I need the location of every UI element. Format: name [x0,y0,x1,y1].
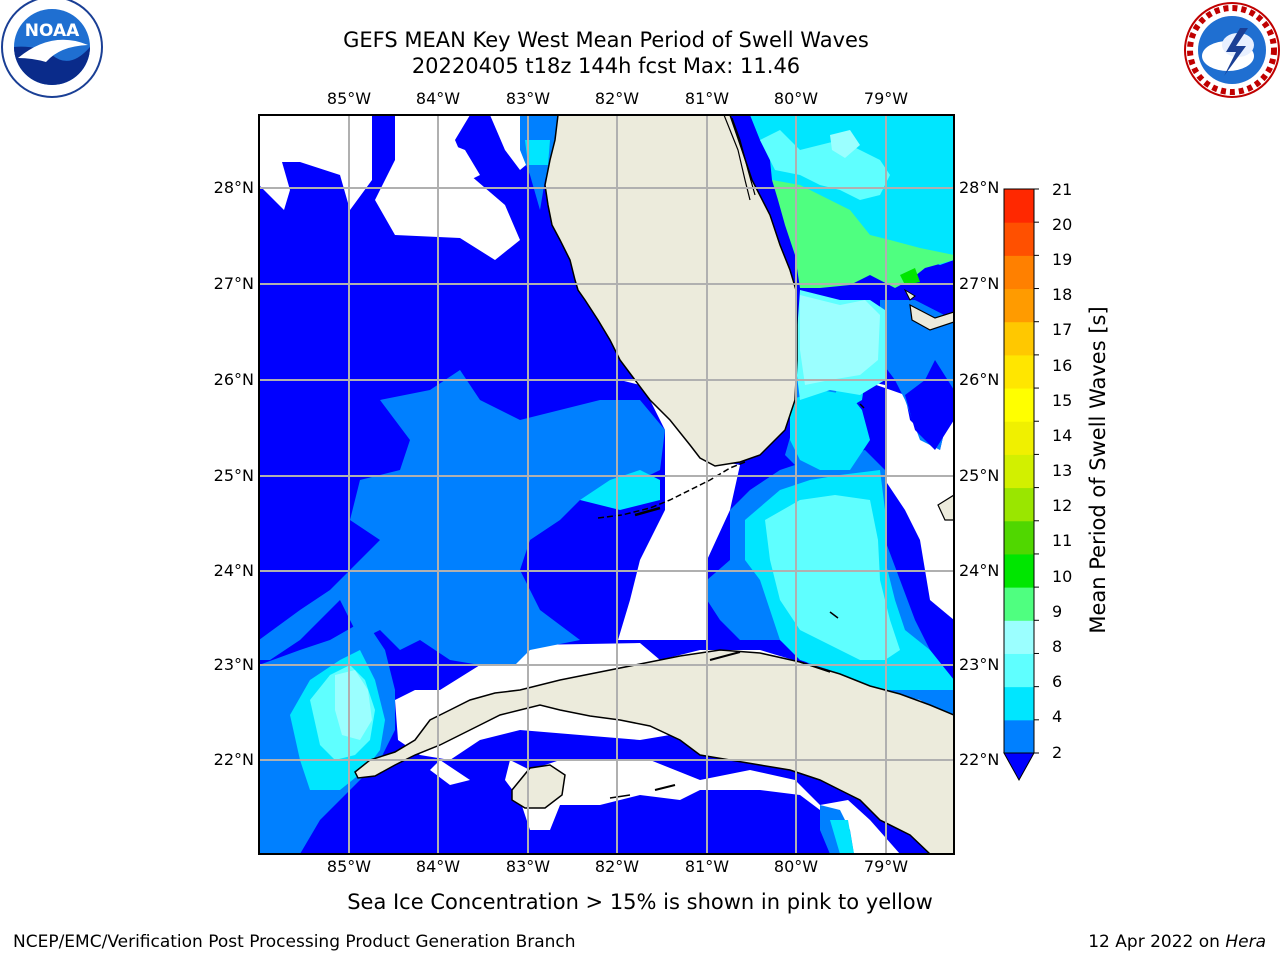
colorbar-tick: 13 [1052,461,1073,480]
map-subtitle: 20220405 t18z 144h fcst Max: 11.46 [411,54,801,78]
noaa-logo-text: NOAA [25,21,80,41]
lon-tick-bottom: 85°W [326,857,372,876]
colorbar-label: Mean Period of Swell Waves [s] [1086,306,1110,634]
colorbar-segment [1004,288,1034,323]
colorbar-tick: 16 [1052,356,1073,375]
colorbar-tick: 4 [1052,707,1063,726]
colorbar-tick: 20 [1052,215,1073,234]
map-frame [258,114,955,855]
colorbar-tick: 2 [1052,743,1063,762]
lat-tick-left: 27°N [213,274,254,293]
lat-tick-right: 24°N [959,561,1000,580]
lon-tick-bottom: 81°W [684,857,730,876]
lon-tick-bottom: 84°W [415,857,461,876]
lat-tick-left: 25°N [213,466,254,485]
lat-tick-right: 28°N [959,178,1000,197]
colorbar-segment [1004,321,1034,356]
colorbar-segment [1004,388,1034,422]
footer-host: Hera [1225,932,1266,952]
lat-tick-right: 27°N [959,274,1000,293]
lon-tick-bottom: 82°W [594,857,640,876]
lon-tick-top: 83°W [505,89,551,108]
colorbar-segment [1004,719,1034,754]
colorbar-segment [1004,653,1034,688]
colorbar-segment [1004,553,1034,588]
lon-tick-bottom: 79°W [863,857,909,876]
lon-tick-bottom: 83°W [505,857,551,876]
colorbar-segment [1004,454,1034,489]
footer-date: 12 Apr 2022 on Hera [1088,932,1266,952]
lat-tick-left: 23°N [213,655,254,674]
lat-tick-right: 22°N [959,750,1000,769]
lat-tick-right: 26°N [959,370,1000,389]
lon-tick-top: 85°W [326,89,372,108]
lat-tick-right: 25°N [959,466,1000,485]
colorbar-segment [1004,354,1034,389]
colorbar-segment [1004,520,1034,555]
colorbar-tick: 6 [1052,672,1063,691]
colorbar-tick: 9 [1052,602,1063,621]
noaa-logo: NOAA [1,0,103,98]
colorbar-segment [1004,255,1034,290]
colorbar-tick: 21 [1052,180,1073,199]
colorbar-tick: 18 [1052,285,1073,304]
nws-logo [1184,2,1280,98]
lon-tick-top: 80°W [773,89,819,108]
colorbar-segment [1004,222,1034,256]
graticule [259,115,954,854]
lat-tick-left: 24°N [213,561,254,580]
colorbar-segment [1004,421,1034,455]
lat-tick-left: 22°N [213,750,254,769]
lon-tick-top: 82°W [594,89,640,108]
colorbar-tick: 12 [1052,496,1073,515]
lat-tick-left: 26°N [213,370,254,389]
colorbar-tick: 17 [1052,320,1073,339]
colorbar [1003,188,1039,782]
colorbar-tick: 10 [1052,567,1073,586]
map-title: GEFS MEAN Key West Mean Period of Swell … [343,28,869,52]
footer-credit: NCEP/EMC/Verification Post Processing Pr… [13,932,576,952]
lat-tick-left: 28°N [213,178,254,197]
colorbar-tick: 11 [1052,531,1073,550]
colorbar-segment [1004,189,1034,223]
colorbar-segment [1004,587,1034,621]
colorbar-tick: 14 [1052,426,1073,445]
colorbar-under-arrow [1003,752,1035,782]
colorbar-tick: 19 [1052,250,1073,269]
colorbar-tick: 15 [1052,391,1073,410]
colorbar-tick: 8 [1052,637,1063,656]
lon-tick-top: 84°W [415,89,461,108]
lon-tick-top: 81°W [684,89,730,108]
colorbar-segment [1004,620,1034,654]
sea-ice-note: Sea Ice Concentration > 15% is shown in … [347,890,933,914]
lon-tick-top: 79°W [863,89,909,108]
lon-tick-bottom: 80°W [773,857,819,876]
colorbar-segment [1004,686,1034,721]
footer-date-text: 12 Apr 2022 on [1088,932,1226,952]
lat-tick-right: 23°N [959,655,1000,674]
map-area [259,115,954,854]
colorbar-segment [1004,487,1034,522]
